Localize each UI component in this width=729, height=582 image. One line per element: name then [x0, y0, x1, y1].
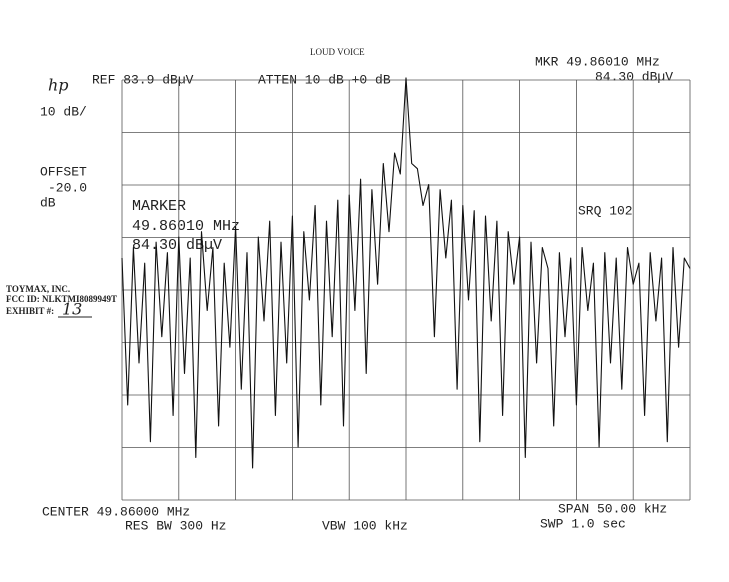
logo: hp — [48, 76, 69, 95]
sweep-time: SWP 1.0 sec — [540, 516, 626, 531]
stamp-exhibit-label: EXHIBIT #: — [6, 306, 54, 316]
marker-title: MARKER — [132, 198, 186, 215]
stamp-company: TOYMAX, INC. — [6, 284, 70, 294]
offset-value: -20.0 — [48, 180, 87, 195]
marker-box-level: 84.30 dBµV — [132, 237, 222, 254]
marker-frequency: MKR 49.86010 MHz — [535, 54, 660, 69]
resolution-bandwidth: RES BW 300 Hz — [125, 518, 226, 533]
span: SPAN 50.00 kHz — [558, 501, 667, 516]
srq: SRQ 102 — [578, 203, 633, 218]
scale: 10 dB/ — [40, 104, 87, 119]
chart-title: LOUD VOICE — [310, 47, 365, 57]
marker-level: 84.30 dBµV — [595, 69, 673, 84]
marker-box-frequency: 49.86010 MHz — [132, 218, 240, 235]
center-frequency: CENTER 49.86000 MHz — [42, 504, 190, 519]
offset-label: OFFSET — [40, 164, 87, 179]
stamp-exhibit-number: 13 — [62, 300, 82, 319]
video-bandwidth: VBW 100 kHz — [322, 518, 408, 533]
offset-unit: dB — [40, 195, 56, 210]
stamp-fcc-id: FCC ID: NLKTMI8089949T — [6, 294, 117, 304]
trace — [121, 77, 691, 469]
